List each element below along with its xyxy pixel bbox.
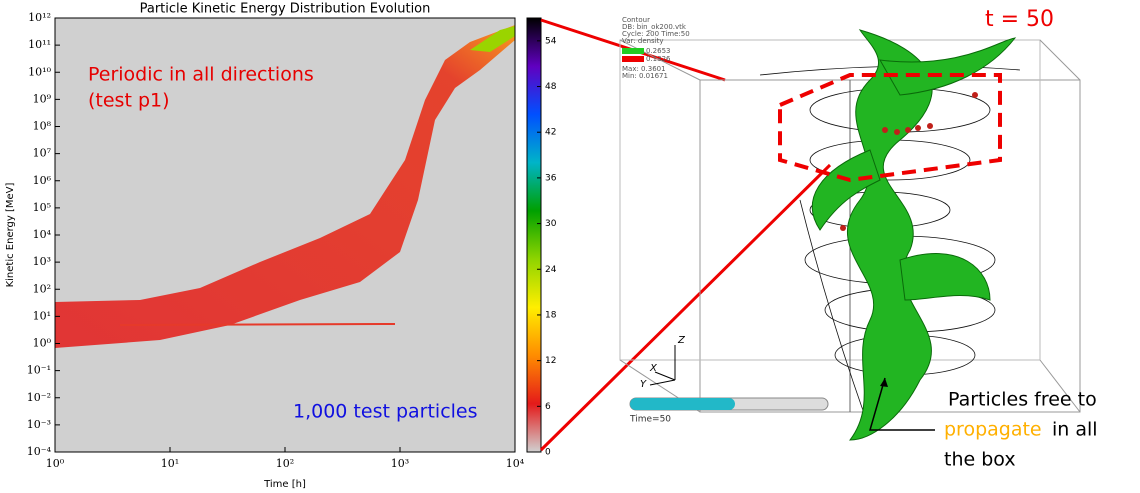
colorbar-tick-label: 24	[545, 265, 557, 275]
axis-name: Y	[640, 379, 647, 390]
note-line: in all	[1052, 419, 1098, 441]
axis-name: Z	[677, 335, 686, 346]
density-contour	[811, 29, 1017, 441]
range-label: Max: 0.3601	[622, 65, 666, 73]
colorbar-tick-label: 48	[545, 82, 557, 92]
x-tick-label: 10⁰	[46, 457, 65, 470]
particles	[840, 92, 978, 231]
y-axis-label: Kinetic Energy [MeV]	[5, 183, 16, 288]
x-tick-label: 10²	[276, 457, 294, 470]
zoom-region	[778, 73, 1002, 183]
colorbar-tick-label: 42	[545, 128, 556, 138]
y-tick-label: 10⁵	[33, 201, 51, 214]
connector	[539, 163, 832, 452]
y-tick-label: 10²	[33, 282, 51, 295]
colorbar-tick-label: 30	[545, 219, 557, 229]
x-axis-label: Time [h]	[263, 479, 306, 490]
colorbar	[526, 17, 542, 453]
note-arrowhead	[880, 378, 888, 387]
colorbar-tick-label: 0	[545, 448, 551, 458]
level-swatch	[622, 48, 644, 54]
axis-name: X	[649, 363, 658, 374]
y-tick-label: 10⁰	[33, 337, 52, 350]
y-tick-label: 10⁸	[33, 120, 52, 133]
note-line: the box	[944, 449, 1016, 471]
y-tick-label: 10⁴	[33, 228, 52, 241]
y-tick-label: 10⁹	[33, 92, 52, 105]
viz-legend: Cycle: 200 Time:50	[622, 30, 690, 38]
level-label: 0.2653	[646, 47, 671, 55]
x-tick-label: 10⁴	[506, 457, 525, 470]
y-tick-label: 10⁻²	[27, 391, 51, 404]
annotation: Periodic in all directions	[88, 64, 314, 86]
annotation: 1,000 test particles	[293, 401, 478, 423]
x-tick-label: 10³	[391, 457, 409, 470]
level-swatch	[622, 56, 644, 62]
colorbar-tick-label: 12	[545, 356, 556, 366]
y-tick-label: 10¹	[33, 309, 51, 322]
viz-legend: Var: density	[622, 37, 664, 45]
density-band	[55, 25, 515, 348]
level-label: 0.1326	[646, 55, 671, 63]
x-tick-label: 10¹	[161, 457, 179, 470]
colorbar-tick-label: 54	[545, 36, 557, 46]
note-arrow	[869, 377, 935, 431]
y-tick-label: 10⁻¹	[27, 364, 51, 377]
y-tick-label: 10⁷	[33, 147, 52, 160]
y-tick-label: 10³	[33, 255, 51, 268]
y-tick-label: 10¹²	[28, 11, 51, 24]
viz-legend: Contour	[622, 16, 650, 24]
annotation: (test p1)	[88, 90, 170, 112]
y-tick-label: 10¹¹	[28, 38, 51, 51]
y-tick-label: 10⁻³	[27, 418, 51, 431]
density-streak	[119, 323, 396, 326]
range-label: Min: 0.01671	[622, 72, 668, 80]
colorbar-tick-label: 36	[545, 173, 557, 183]
axis-triad	[649, 345, 676, 386]
colorbar-tick-label: 18	[545, 310, 557, 320]
viz-legend: DB: bin_ok200.vtk	[622, 23, 687, 31]
y-tick-label: 10⁶	[33, 174, 52, 187]
time-label: t = 50	[985, 7, 1054, 32]
y-tick-label: 10¹⁰	[28, 65, 51, 78]
timer-fill	[630, 398, 735, 410]
chart-title: Particle Kinetic Energy Distribution Evo…	[140, 2, 431, 17]
colorbar-tick-label: 6	[545, 402, 551, 412]
timer-label: Time=50	[629, 415, 671, 425]
y-tick-label: 10⁻⁴	[27, 445, 52, 458]
density-peak	[470, 26, 515, 52]
note-word: propagate	[944, 419, 1042, 441]
note-line: Particles free to	[948, 389, 1097, 411]
